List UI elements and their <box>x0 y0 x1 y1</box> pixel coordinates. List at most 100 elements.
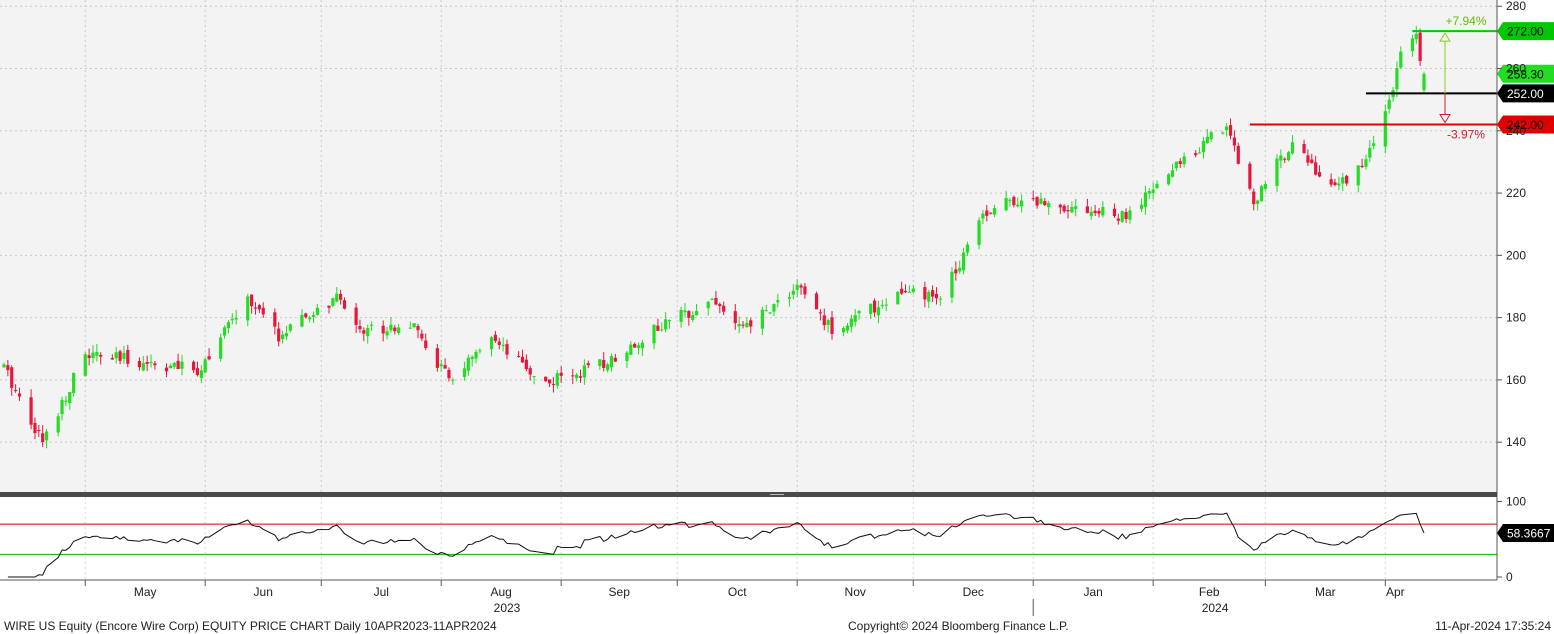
candle-up <box>1139 204 1144 209</box>
candle-up <box>168 365 172 369</box>
copyright-text: Copyright© 2024 Bloomberg Finance L.P. <box>848 619 1069 633</box>
candle-up <box>911 288 915 293</box>
candle-up <box>389 324 393 331</box>
month-label: Oct <box>728 585 747 599</box>
candle-up <box>1395 68 1399 90</box>
candle-up <box>958 267 962 272</box>
candle-up <box>760 309 764 329</box>
candle-up <box>1089 211 1093 217</box>
pane-divider[interactable] <box>0 492 1497 497</box>
candle-up <box>1155 183 1159 189</box>
month-label: Mar <box>1315 585 1336 599</box>
candle-up <box>246 296 250 321</box>
candle-down <box>586 363 590 366</box>
candle-up <box>1225 126 1229 131</box>
candle-down <box>822 315 826 326</box>
candle-up <box>1101 207 1105 216</box>
candle-down <box>613 357 617 362</box>
candle-up <box>1128 210 1132 220</box>
candle-up <box>466 357 470 371</box>
candle-up <box>284 333 289 337</box>
candle-down <box>1310 159 1314 164</box>
candle-down <box>327 305 331 308</box>
candle-up <box>706 301 710 309</box>
candle-up <box>764 310 768 312</box>
candle-down <box>381 325 385 334</box>
candle-up <box>412 323 416 328</box>
candle-down <box>261 307 265 315</box>
rsi-value-tag-box <box>1497 523 1554 542</box>
candle-down <box>1302 143 1306 154</box>
month-label: Jan <box>1084 585 1103 599</box>
candle-down <box>1418 32 1422 61</box>
price-y-tick-label: 160 <box>1506 373 1526 387</box>
month-label: Apr <box>1386 585 1405 599</box>
candle-up <box>768 312 772 314</box>
candle-down <box>687 311 691 318</box>
candle-up <box>795 284 799 290</box>
candle-down <box>1043 201 1047 206</box>
candle-down <box>339 293 343 300</box>
candle-up <box>203 359 207 373</box>
price-tag: 272.00 <box>1497 22 1554 41</box>
candle-down <box>722 305 726 312</box>
candle-down <box>1360 165 1364 168</box>
candle-up <box>1422 73 1426 91</box>
candle-up <box>683 310 687 313</box>
candle-up <box>938 298 942 300</box>
candle-down <box>250 294 254 307</box>
candle-up <box>787 297 792 299</box>
candle-up <box>1174 161 1178 169</box>
candle-down <box>207 356 211 360</box>
candle-up <box>1279 155 1283 161</box>
candle-down <box>10 367 14 388</box>
candle-up <box>439 364 443 367</box>
chart-footer-description: WIRE US Equity (Encore Wire Corp) EQUITY… <box>4 619 497 633</box>
candle-up <box>226 322 231 329</box>
candle-down <box>517 355 521 357</box>
candle-down <box>923 287 927 300</box>
upside-percent-label: +7.94% <box>1445 14 1486 28</box>
candle-up <box>1008 199 1012 201</box>
candle-up <box>652 324 656 344</box>
price-tag-box <box>1497 115 1554 134</box>
candle-up <box>1387 99 1391 110</box>
candle-down <box>528 368 532 375</box>
candle-up <box>408 327 412 329</box>
candle-down <box>424 340 428 349</box>
candle-up <box>300 314 304 327</box>
price-y-tick-label: 240 <box>1506 124 1526 138</box>
candle-up <box>664 319 668 330</box>
candle-up <box>1414 33 1418 40</box>
candle-up <box>397 327 401 334</box>
candle-down <box>505 344 509 355</box>
candle-up <box>981 213 985 219</box>
candle-up <box>660 329 664 331</box>
candle-up <box>478 350 482 352</box>
candle-up <box>679 309 683 322</box>
candle-up <box>629 344 633 355</box>
candle-up <box>555 373 559 386</box>
candle-down <box>420 333 424 339</box>
candle-up <box>1356 165 1360 186</box>
candle-up <box>1047 202 1051 208</box>
candle-down <box>354 307 358 325</box>
candle-up <box>470 356 474 360</box>
candle-down <box>741 324 745 326</box>
candle-up <box>1197 152 1202 154</box>
candle-up <box>1221 132 1225 134</box>
candle-up <box>691 315 695 320</box>
axes: 140 160 180 200 220 240 260 280 0 100 May Jun Jul Aug… <box>0 0 1526 616</box>
candle-down <box>126 350 130 364</box>
candle-up <box>331 298 335 306</box>
candle-up <box>857 311 861 314</box>
candle-up <box>72 372 76 394</box>
candle-down <box>931 290 935 297</box>
candle-down <box>1012 196 1016 206</box>
candle-up <box>1070 206 1074 213</box>
candle-up <box>694 310 699 316</box>
candle-down <box>818 312 823 314</box>
candle-up <box>884 304 888 306</box>
candle-up <box>640 342 645 349</box>
candle-up <box>1263 184 1267 189</box>
